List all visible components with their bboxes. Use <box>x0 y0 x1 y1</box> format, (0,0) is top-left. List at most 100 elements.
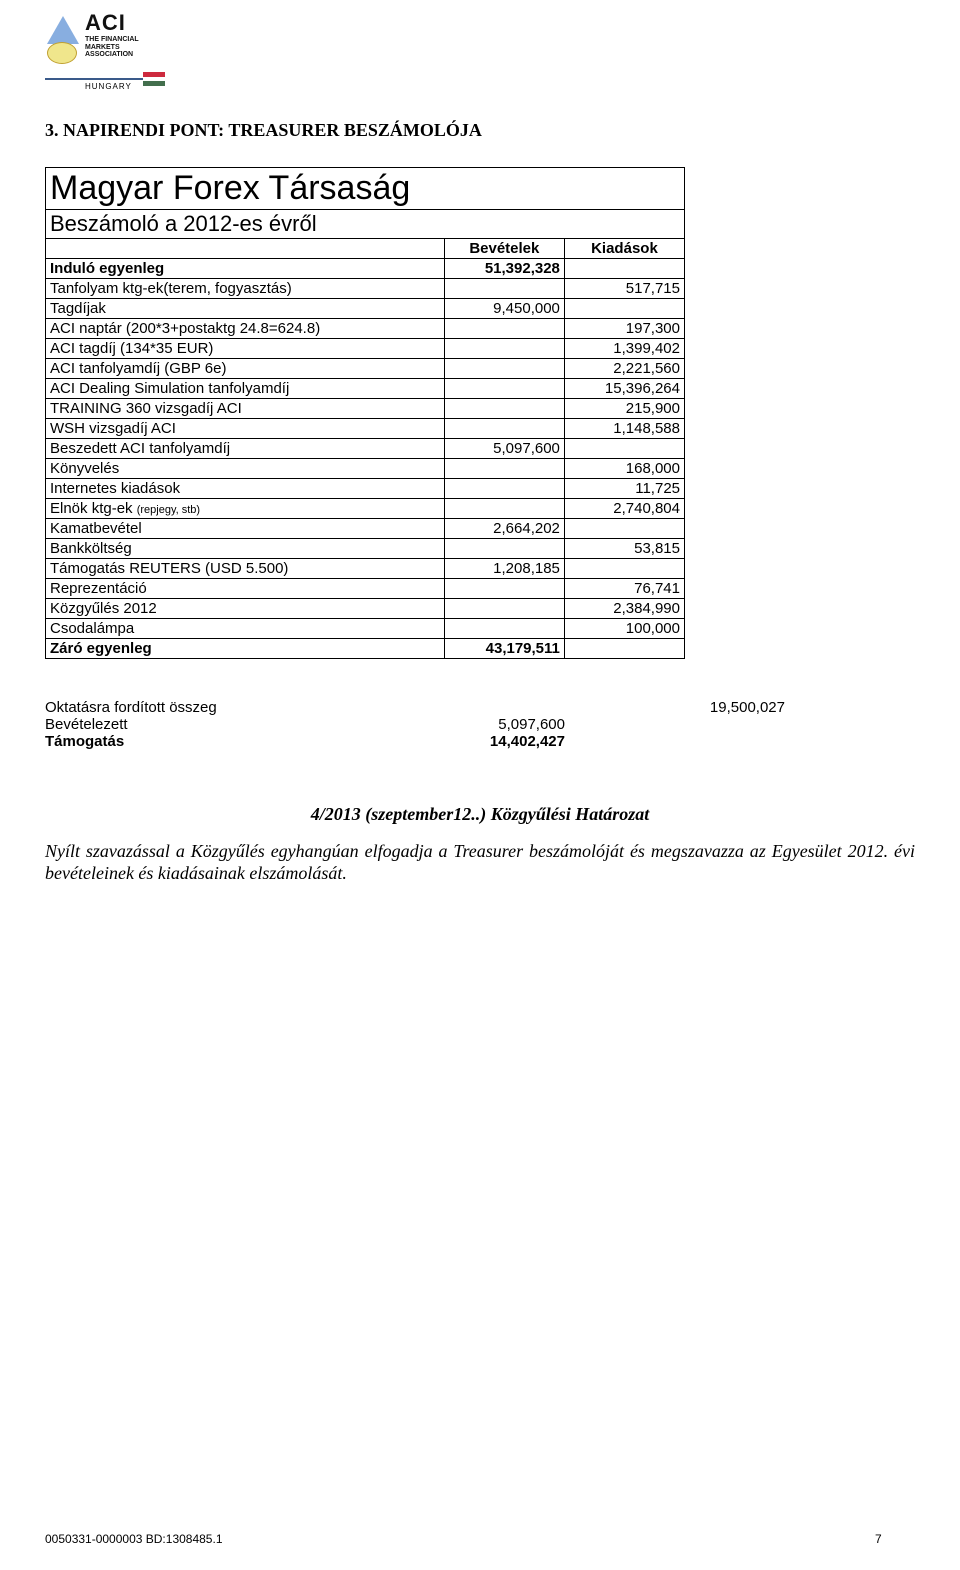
row-desc: Kamatbevétel <box>46 519 445 539</box>
table-row: Közgyűlés 20122,384,990 <box>46 599 685 619</box>
table-row: Tanfolyam ktg-ek(terem, fogyasztás) 517,7… <box>46 279 685 299</box>
row-expense <box>564 639 684 659</box>
row-expense: 517,715 <box>564 279 684 299</box>
resolution-block: 4/2013 (szeptember12..) Közgyűlési Határ… <box>45 804 915 884</box>
row-desc: Csodalámpa <box>46 619 445 639</box>
row-revenue: 2,664,202 <box>444 519 564 539</box>
table-row: Tagdíjak9,450,000 <box>46 299 685 319</box>
page-footer: 0050331-0000003 BD:1308485.1 7 <box>45 1532 915 1546</box>
row-desc: Bankköltség <box>46 539 445 559</box>
summary-val-col1: 5,097,600 <box>345 716 565 733</box>
row-revenue <box>444 419 564 439</box>
table-row: TRAINING 360 vizsgadíj ACI 215,900 <box>46 399 685 419</box>
row-desc: ACI tanfolyamdíj (GBP 6e) <box>46 359 445 379</box>
row-desc: Tagdíjak <box>46 299 445 319</box>
logo-text-block: ACI THE FINANCIAL MARKETS ASSOCIATION <box>85 10 139 59</box>
row-expense <box>564 559 684 579</box>
logo-aci-text: ACI <box>85 10 139 36</box>
table-row: Beszedett ACI tanfolyamdíj5,097,600 <box>46 439 685 459</box>
row-expense: 11,725 <box>564 479 684 499</box>
table-row: WSH vizsgadíj ACI 1,148,588 <box>46 419 685 439</box>
row-expense: 1,399,402 <box>564 339 684 359</box>
row-desc: Könyvelés <box>46 459 445 479</box>
row-revenue <box>444 499 564 519</box>
hungary-label: HUNGARY <box>85 82 132 91</box>
row-desc: WSH vizsgadíj ACI <box>46 419 445 439</box>
row-expense: 1,148,588 <box>564 419 684 439</box>
section-title: 3. NAPIRENDI PONT: TREASURER BESZÁMOLÓJA <box>45 120 915 141</box>
row-desc: Záró egyenleg <box>46 639 445 659</box>
row-expense: 197,300 <box>564 319 684 339</box>
row-expense: 76,741 <box>564 579 684 599</box>
row-revenue <box>444 379 564 399</box>
resolution-body: Nyílt szavazással a Közgyűlés egyhangúan… <box>45 841 915 884</box>
table-row: Kamatbevétel2,664,202 <box>46 519 685 539</box>
row-expense: 215,900 <box>564 399 684 419</box>
row-revenue: 9,450,000 <box>444 299 564 319</box>
table-row: ACI naptár (200*3+postaktg 24.8=624.8) 19… <box>46 319 685 339</box>
table-title: Magyar Forex Társaság <box>46 168 685 210</box>
row-revenue <box>444 399 564 419</box>
table-row: ACI tanfolyamdíj (GBP 6e) 2,221,560 <box>46 359 685 379</box>
row-expense: 168,000 <box>564 459 684 479</box>
row-desc: Reprezentáció <box>46 579 445 599</box>
row-revenue: 1,208,185 <box>444 559 564 579</box>
row-desc: ACI Dealing Simulation tanfolyamdíj <box>46 379 445 399</box>
row-expense: 2,740,804 <box>564 499 684 519</box>
resolution-title: 4/2013 (szeptember12..) Közgyűlési Határ… <box>45 804 915 825</box>
row-revenue <box>444 539 564 559</box>
table-row: Záró egyenleg43,179,511 <box>46 639 685 659</box>
row-desc: Elnök ktg-ek (repjegy, stb) <box>46 499 445 519</box>
summary-row: Oktatásra fordított összeg19,500,027 <box>45 699 915 716</box>
row-desc: ACI naptár (200*3+postaktg 24.8=624.8) <box>46 319 445 339</box>
header-logo: ACI THE FINANCIAL MARKETS ASSOCIATION HU… <box>45 10 165 80</box>
summary-label: Bevételezett <box>45 716 345 733</box>
row-desc: Tanfolyam ktg-ek(terem, fogyasztás) <box>46 279 445 299</box>
table-row: ACI Dealing Simulation tanfolyamdíj 15,39… <box>46 379 685 399</box>
logo-globe-icon <box>47 42 77 64</box>
row-revenue <box>444 459 564 479</box>
row-expense <box>564 299 684 319</box>
row-expense <box>564 439 684 459</box>
table-row: Könyvelés 168,000 <box>46 459 685 479</box>
row-desc: Támogatás REUTERS (USD 5.500) <box>46 559 445 579</box>
footer-page-number: 7 <box>875 1532 915 1546</box>
row-expense <box>564 519 684 539</box>
footer-docid: 0050331-0000003 BD:1308485.1 <box>45 1532 635 1546</box>
summary-val-col1 <box>345 699 565 716</box>
row-expense: 100,000 <box>564 619 684 639</box>
table-row: Internetes kiadások 11,725 <box>46 479 685 499</box>
summary-val-col2: 19,500,027 <box>565 699 785 716</box>
row-desc: Internetes kiadások <box>46 479 445 499</box>
row-desc: TRAINING 360 vizsgadíj ACI <box>46 399 445 419</box>
row-desc: ACI tagdíj (134*35 EUR) <box>46 339 445 359</box>
logo-sub3: ASSOCIATION <box>85 51 139 59</box>
row-revenue <box>444 359 564 379</box>
row-revenue <box>444 319 564 339</box>
row-revenue <box>444 619 564 639</box>
table-subtitle: Beszámoló a 2012-es évről <box>46 210 685 239</box>
row-revenue <box>444 279 564 299</box>
row-desc: Beszedett ACI tanfolyamdíj <box>46 439 445 459</box>
row-expense <box>564 259 684 279</box>
aci-logo-icon <box>45 10 81 70</box>
row-expense: 15,396,264 <box>564 379 684 399</box>
row-expense: 2,221,560 <box>564 359 684 379</box>
table-row: Reprezentáció 76,741 <box>46 579 685 599</box>
row-revenue <box>444 579 564 599</box>
page-content: 3. NAPIRENDI PONT: TREASURER BESZÁMOLÓJA… <box>45 120 915 884</box>
table-row: Támogatás REUTERS (USD 5.500)1,208,185 <box>46 559 685 579</box>
finance-table: Magyar Forex Társaság Beszámoló a 2012-e… <box>45 167 685 659</box>
table-row: Induló egyenleg51,392,328 <box>46 259 685 279</box>
logo-sub2: MARKETS <box>85 44 139 52</box>
summary-val-col2 <box>565 733 785 750</box>
summary-row: Támogatás14,402,427 <box>45 733 915 750</box>
row-revenue: 43,179,511 <box>444 639 564 659</box>
table-header-empty <box>46 239 445 259</box>
row-revenue: 51,392,328 <box>444 259 564 279</box>
table-row: ACI tagdíj (134*35 EUR) 1,399,402 <box>46 339 685 359</box>
summary-row: Bevételezett5,097,600 <box>45 716 915 733</box>
row-expense: 53,815 <box>564 539 684 559</box>
table-row: Elnök ktg-ek (repjegy, stb) 2,740,804 <box>46 499 685 519</box>
row-desc-note: (repjegy, stb) <box>137 504 200 516</box>
